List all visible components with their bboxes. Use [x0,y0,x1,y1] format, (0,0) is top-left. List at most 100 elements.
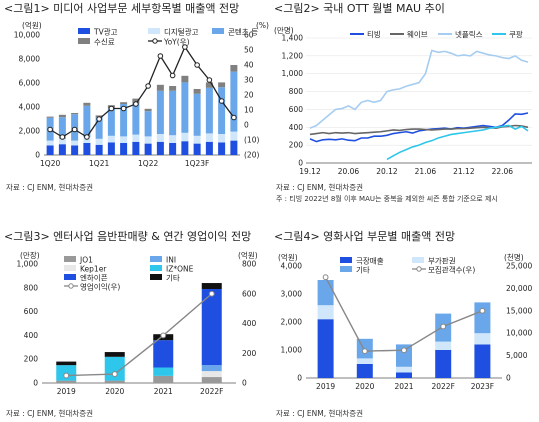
y-tick-label: 3,000 [281,290,303,299]
bar-segment [107,108,115,136]
line-point [194,62,200,68]
bar-segment [153,340,174,368]
legend-swatch [78,28,90,34]
legend-label: Kep1er [80,265,107,274]
chart-media-revenue: (억원) (%) 0 2,000 4,000 6,000 8,000 10,000 (20) (1… [14,21,269,168]
line-point [120,105,127,112]
x-tick-label: 20.12 [376,167,398,176]
x-tick-label: 2022F [431,382,454,391]
bar-segment [58,144,66,155]
bar-segment [83,143,91,155]
y-axis-unit: (억원) [278,253,298,262]
legend-label: 쿠팡 [509,29,523,39]
bar-segment [58,114,66,118]
bar-segment [56,361,77,366]
bar-segment [153,375,174,383]
line-point [208,290,215,297]
line-point [322,274,329,281]
bar-segment [83,105,91,137]
y-tick-label: 4,000 [19,103,41,112]
line-point [108,105,115,112]
legend-swatch [150,274,162,280]
bar-segment [132,141,140,155]
bar-segment [201,377,222,383]
y-tick-label: 0 [35,151,40,160]
y-tick-label: 400 [24,331,39,340]
legend-label: 수신료 [94,38,115,47]
y-tick-label: 800 [289,87,304,96]
legend-label: JO1 [79,256,93,265]
x-tick-label: 22.06 [492,167,514,176]
bar-segment [71,113,79,115]
legend-label: INI [166,256,176,265]
y-tick-label: 600 [24,307,39,316]
x-tick-label: 2019 [316,382,335,391]
line-point [361,348,368,355]
bar-segment [144,111,152,137]
y-tick-label: 1,000 [281,346,303,355]
legend-swatch [64,256,76,262]
x-tick-label: 1Q21 [89,159,109,168]
bar-segment [201,371,222,378]
legend-label: 엔하이픈 [80,273,108,283]
y2-tick-label: 20 [244,91,254,100]
y2-axis-unit: (억원) [238,251,258,260]
bar-segment [356,358,373,364]
bar-segment [474,333,491,345]
y2-tick-label: 60 [244,31,254,40]
bar-segment [95,138,103,145]
series-line-op-profit [66,293,213,377]
bar-segment [156,141,164,155]
bar-segment [474,302,491,334]
bar-segment [205,141,213,155]
line-point [59,134,66,140]
chart-title: <그림4> 영화사업 부문별 매출액 전망 [274,230,456,243]
series-line [386,124,529,161]
bar-segment [120,102,128,104]
y2-tick-label: 200 [242,349,257,358]
panel-media-revenue: <그림1> 미디어 사업부문 세부항목별 매출액 전망 (억원) (%) 0 2,00… [0,0,270,200]
bar-segment [104,380,125,383]
bar-segment [193,135,201,144]
y2-tick-label: 400 [242,319,257,328]
bar-segment [95,117,103,139]
bar-segment [193,89,201,94]
legend-label: 웨이브 [407,29,428,39]
y-tick-label: 0 [297,374,302,383]
legend-label: 극장매출 [356,256,384,266]
y-axis-unit: (만장) [20,250,40,260]
x-tick-label: 2022F [200,387,223,396]
legend-swatch [78,38,90,44]
panel-ott-mau: <그림2> 국내 OTT 월별 MAU 추이 (만명) 0 200 400 600 800… [270,0,539,210]
bar-segment [58,138,66,145]
bar-segment [396,372,412,378]
bar-segment [201,283,222,289]
bar-segment [144,136,152,144]
x-tick-label: 20.06 [338,167,360,176]
y-tick-label: 0 [298,159,303,168]
panel-film-revenue: <그림4> 영화사업 부문별 매출액 전망 (억원) (천명) 0 1,000 2,00… [270,228,539,422]
legend-label: 넷플릭스 [455,30,483,39]
chart-title: <그림1> 미디어 사업부문 세부항목별 매출액 전망 [4,2,240,15]
bar-segment [71,140,79,146]
y-tick-label: 8,000 [19,55,41,64]
series-line [309,49,529,129]
bar-segment [218,82,226,88]
line-point [169,72,176,79]
y-tick-label: 1,000 [282,69,304,78]
x-tick-label: 2023F [471,382,494,391]
line-point [63,372,70,379]
bar-segment [71,145,79,155]
x-tick-label: 2020 [355,382,374,391]
bar-segment [396,366,412,373]
legend-label: 기타 [166,274,180,283]
y2-tick-label: 800 [242,260,257,269]
line-point [160,332,167,339]
source-note: 자료 : CJ ENM, 현대차증권 [276,409,364,418]
line-point [96,116,102,122]
bar-segment [169,135,177,143]
line-point [111,371,118,377]
y2-tick-label: (10) [244,136,259,145]
x-tick-label: 1Q23F [185,159,210,168]
legend-label: 부가판권 [428,257,456,266]
